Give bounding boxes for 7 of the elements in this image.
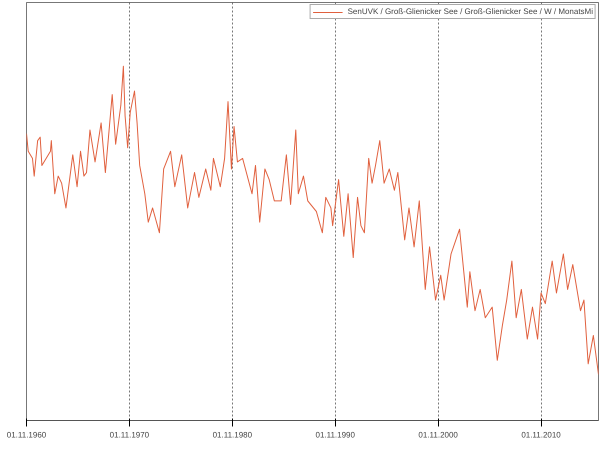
- x-tick-label: 01.11.2000: [418, 430, 458, 440]
- legend-label: SenUVK / Groß-Glienicker See / Groß-Glienicker See / W / MonatsMi: [348, 7, 593, 16]
- x-tick-label: 01.11.1960: [6, 430, 47, 440]
- x-tick-label: 01.11.1980: [212, 430, 253, 440]
- x-tick-label: 01.11.1970: [110, 430, 150, 440]
- x-tick-label: 01.11.2010: [521, 430, 562, 440]
- x-tick-label: 01.11.1990: [316, 430, 356, 440]
